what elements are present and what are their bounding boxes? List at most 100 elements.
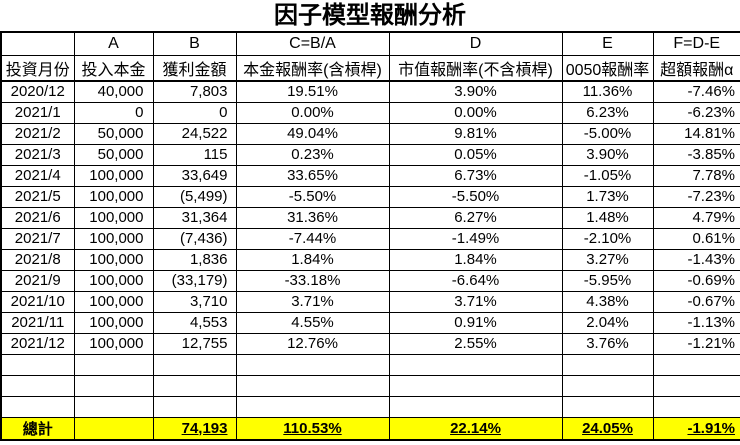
table-cell: 50,000 [73, 143, 154, 166]
empty-cell [0, 353, 75, 376]
empty-cell [152, 374, 237, 397]
column-letter-cell: B [152, 31, 237, 56]
table-cell: 2021/6 [0, 206, 75, 229]
table-cell: 4,553 [152, 311, 237, 334]
column-letter-cell: E [561, 31, 654, 56]
table-cell: 31.36% [235, 206, 390, 229]
table-cell: 100,000 [73, 185, 154, 208]
table-cell: 0 [73, 101, 154, 124]
table-cell: (33,179) [152, 269, 237, 292]
table-body: 2020/12 40,000 7,803 19.51% 3.90% 11.36% -7.46… [0, 80, 740, 441]
table-cell: 31,364 [152, 206, 237, 229]
table-cell: 3.27% [561, 248, 654, 271]
table-cell: -0.67% [652, 290, 740, 313]
table-cell: 49.04% [235, 122, 390, 145]
table-cell: -33.18% [235, 269, 390, 292]
table-cell: 100,000 [73, 164, 154, 187]
empty-cell [73, 395, 154, 418]
table-cell: 1.73% [561, 185, 654, 208]
table-cell: 12,755 [152, 332, 237, 355]
column-header-cell: 獲利金額 [152, 54, 237, 82]
column-header-cell: 市值報酬率(不含槓桿) [388, 54, 563, 82]
table-row: 2021/2 50,000 24,522 49.04% 9.81% -5.00% 14.81… [0, 122, 740, 145]
empty-cell [561, 395, 654, 418]
column-header-cell: 投資月份 [0, 54, 75, 82]
table-cell: -0.69% [652, 269, 740, 292]
table-cell: 0.23% [235, 143, 390, 166]
column-header-cell: 投入本金 [73, 54, 154, 82]
table-cell: 2020/12 [0, 80, 75, 103]
empty-cell [0, 374, 75, 397]
total-cell: -1.91% [652, 416, 740, 441]
table-cell: 2021/7 [0, 227, 75, 250]
table-cell: 100,000 [73, 206, 154, 229]
table-row: 2021/12 100,000 12,755 12.76% 2.55% 3.76% -1.2… [0, 332, 740, 355]
table-cell: 9.81% [388, 122, 563, 145]
table-cell: -5.50% [388, 185, 563, 208]
table-cell: 4.38% [561, 290, 654, 313]
table-cell: 2021/5 [0, 185, 75, 208]
table-cell: 1.48% [561, 206, 654, 229]
column-letter-cell [0, 31, 75, 56]
table-cell: 1.84% [235, 248, 390, 271]
table-cell: -6.23% [652, 101, 740, 124]
column-letter-cell: F=D-E [652, 31, 740, 56]
empty-row [0, 374, 740, 397]
page-title: 因子模型報酬分析 [274, 2, 466, 29]
table-cell: -6.64% [388, 269, 563, 292]
table-cell: 6.27% [388, 206, 563, 229]
table-row: 2020/12 40,000 7,803 19.51% 3.90% 11.36% -7.46… [0, 80, 740, 103]
table-cell: 3.71% [235, 290, 390, 313]
table-cell: 40,000 [73, 80, 154, 103]
table-row: 2021/5 100,000 (5,499) -5.50% -5.50% 1.73% -7.… [0, 185, 740, 208]
empty-cell [388, 374, 563, 397]
table-cell: 1,836 [152, 248, 237, 271]
table-cell: -5.00% [561, 122, 654, 145]
empty-cell [388, 395, 563, 418]
table-cell: 33,649 [152, 164, 237, 187]
table-cell: 14.81% [652, 122, 740, 145]
total-cell [73, 416, 154, 441]
total-cell: 74,193 [152, 416, 237, 441]
table-cell: 19.51% [235, 80, 390, 103]
table-cell: 0.00% [235, 101, 390, 124]
table-cell: 2021/10 [0, 290, 75, 313]
empty-cell [0, 395, 75, 418]
table-row: 2021/1 0 0 0.00% 0.00% 6.23% -6.23% [0, 101, 740, 124]
column-header-row: 投資月份 投入本金 獲利金額 本金報酬率(含槓桿) 市值報酬率(不含槓桿) 0050報酬率… [0, 54, 740, 82]
column-header-cell: 超額報酬α [652, 54, 740, 82]
table-cell: -1.49% [388, 227, 563, 250]
total-cell: 24.05% [561, 416, 654, 441]
table-cell: 2021/8 [0, 248, 75, 271]
table-cell: 115 [152, 143, 237, 166]
table-cell: 2021/12 [0, 332, 75, 355]
table-cell: 2021/9 [0, 269, 75, 292]
table-cell: 0.05% [388, 143, 563, 166]
empty-cell [235, 353, 390, 376]
table-cell: -5.95% [561, 269, 654, 292]
table-cell: -7.46% [652, 80, 740, 103]
table-row: 2021/6 100,000 31,364 31.36% 6.27% 1.48% 4.79% [0, 206, 740, 229]
empty-cell [152, 353, 237, 376]
table-cell: -1.13% [652, 311, 740, 334]
table-cell: 2021/2 [0, 122, 75, 145]
table-cell: 6.73% [388, 164, 563, 187]
empty-cell [73, 353, 154, 376]
table-cell: 3,710 [152, 290, 237, 313]
table-row: 2021/11 100,000 4,553 4.55% 0.91% 2.04% -1.13% [0, 311, 740, 334]
table-cell: 0.61% [652, 227, 740, 250]
table-cell: (5,499) [152, 185, 237, 208]
table-cell: 7.78% [652, 164, 740, 187]
table-cell: 0.91% [388, 311, 563, 334]
empty-cell [652, 353, 740, 376]
table-cell: 100,000 [73, 290, 154, 313]
table-row: 2021/8 100,000 1,836 1.84% 1.84% 3.27% -1.43% [0, 248, 740, 271]
table-cell: 2.55% [388, 332, 563, 355]
column-header-cell: 本金報酬率(含槓桿) [235, 54, 390, 82]
table-cell: 3.90% [561, 143, 654, 166]
table-cell: 7,803 [152, 80, 237, 103]
table-cell: 0.00% [388, 101, 563, 124]
table-cell: -1.05% [561, 164, 654, 187]
table-cell: 1.84% [388, 248, 563, 271]
table-cell: 100,000 [73, 227, 154, 250]
